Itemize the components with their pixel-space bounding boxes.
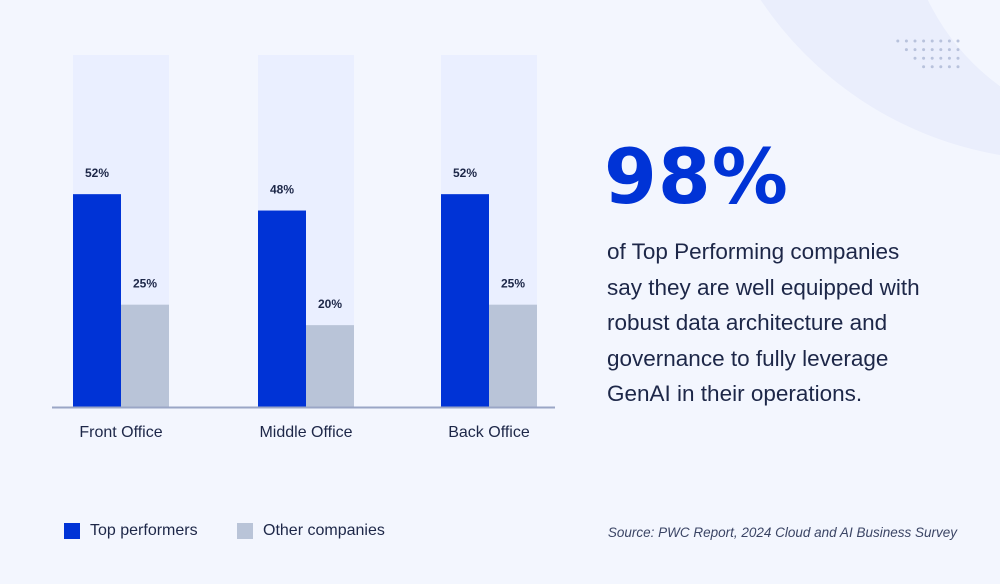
data-label: 25% [501,277,525,291]
dot [904,39,908,43]
category-label: Middle Office [259,424,352,441]
bar-chart: 52% 25% Front Office 48% 20% Middle Office 52%… [52,55,555,441]
description-line: of Top Performing companies [607,239,900,264]
bar-top-performers [258,210,306,407]
dot [956,39,960,43]
dot [930,65,934,69]
dot [922,65,926,69]
legend-item-top-performers: Top performers [64,522,198,540]
bar-top-performers [73,194,121,407]
dot [939,65,943,69]
data-label: 25% [133,277,157,291]
description-line: robust data architecture and [607,310,888,335]
bar-top-performers [441,194,489,407]
data-label: 48% [270,183,294,197]
dot [939,48,943,52]
description-line: GenAI in their operations. [607,381,863,406]
highlight-stat: 98% [604,132,789,221]
decorative-arc-inner [927,0,1000,87]
dot [930,39,934,43]
dot [956,48,960,52]
description-line: say they are well equipped with [607,274,920,300]
highlight-description: of Top Performing companies say they are… [607,234,977,412]
dot [930,48,934,52]
bar-other-companies [306,325,354,407]
dot [956,65,960,69]
dot [947,48,951,52]
dot [913,56,917,60]
decorative-dot-grid [896,39,960,69]
dot [939,56,943,60]
category-label: Front Office [79,424,162,441]
dot [922,48,926,52]
source-note: Source: PWC Report, 2024 Cloud and AI Bu… [607,525,957,540]
dot [913,48,917,52]
description-line: governance to fully leverage [607,345,889,371]
dot [956,56,960,60]
dot [947,56,951,60]
data-label: 20% [318,297,342,311]
dot [930,56,934,60]
data-label: 52% [85,166,109,180]
bar-other-companies [121,304,169,407]
dot [922,39,926,43]
dot [913,39,917,43]
bar-other-companies [489,304,537,407]
dot [904,48,908,52]
legend-label: Other companies [263,522,385,539]
dot [922,56,926,60]
data-label: 52% [453,166,477,180]
dot [939,39,943,43]
legend-swatch [237,523,253,539]
legend-label: Top performers [90,522,198,539]
legend-item-other-companies: Other companies [237,522,385,540]
decorative-arc [760,0,1000,155]
legend-swatch [64,523,80,539]
dot [896,39,900,43]
dot [947,65,951,69]
category-label: Back Office [448,424,530,441]
dot [947,39,951,43]
